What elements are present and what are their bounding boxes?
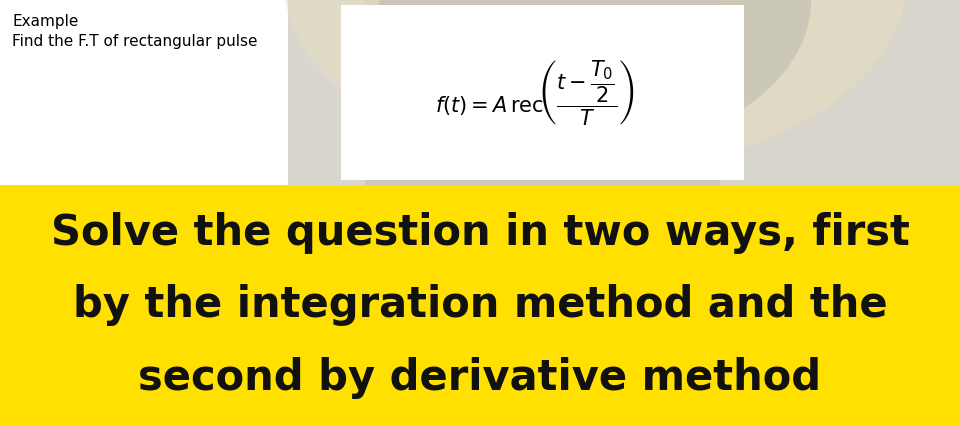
- Text: Solve the question in two ways, first: Solve the question in two ways, first: [51, 212, 909, 254]
- Text: second by derivative method: second by derivative method: [138, 357, 822, 399]
- Text: Find the F.T of rectangular pulse: Find the F.T of rectangular pulse: [12, 34, 257, 49]
- Text: $f(t) = A\,\mathrm{rec}\!\left(\dfrac{t - \dfrac{T_0}{2}}{T}\right)$: $f(t) = A\,\mathrm{rec}\!\left(\dfrac{t …: [435, 58, 634, 127]
- Bar: [0, 0, 365, 185]
- Bar: [0, 0, 960, 185]
- Bar: [341, 5, 744, 180]
- Bar: [288, 0, 720, 185]
- Ellipse shape: [283, 0, 907, 170]
- Bar: [0, 185, 960, 426]
- Text: by the integration method and the: by the integration method and the: [73, 285, 887, 326]
- Text: Example: Example: [12, 14, 79, 29]
- Ellipse shape: [379, 0, 811, 149]
